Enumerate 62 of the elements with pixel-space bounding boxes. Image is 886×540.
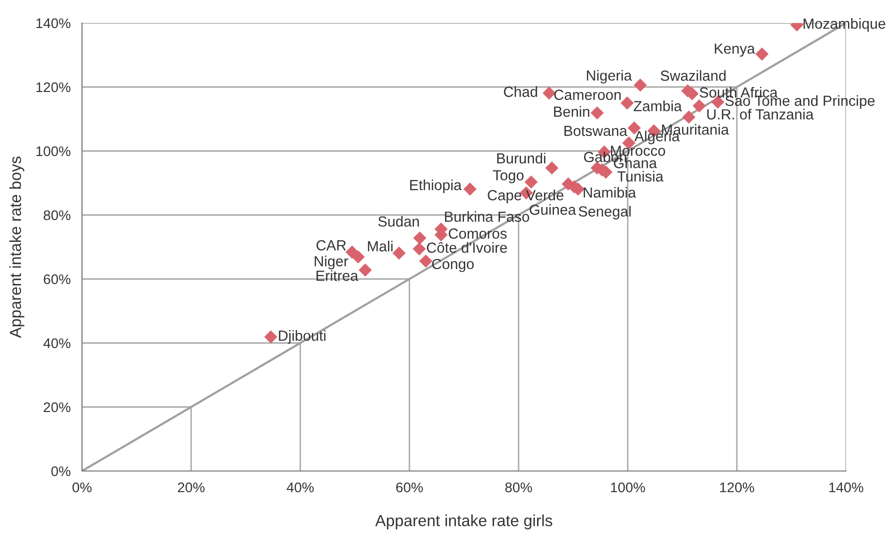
annotation: Eritrea (316, 270, 358, 281)
x-axis-title: Apparent intake rate girls (375, 514, 552, 530)
x-tick-label: 40% (286, 482, 314, 492)
y-tick-label: 60% (44, 274, 70, 284)
annotation: Burkina Faso (445, 211, 530, 222)
point (755, 47, 769, 61)
annotation: Djibouti (278, 330, 326, 344)
x-tick-label: 140% (829, 482, 864, 492)
annotation: Niger (314, 256, 348, 270)
annotation: South Africa (700, 86, 778, 98)
point (352, 250, 365, 264)
annotation: Cameroon (554, 90, 621, 100)
annotation: Congo (432, 258, 474, 272)
point (419, 254, 432, 268)
annotation: Burundi (497, 152, 546, 164)
point (692, 99, 706, 112)
point (620, 96, 634, 110)
annotation: U.R. of Tanzania (707, 108, 814, 120)
annotation: Côte d'Ivoire (426, 242, 507, 253)
annotation: Chad (504, 86, 538, 97)
point (590, 106, 604, 120)
annotation: Benin (554, 106, 590, 117)
point (392, 246, 406, 260)
point (463, 182, 477, 196)
point (634, 78, 647, 92)
annotation: Tunisia (617, 170, 664, 182)
y-tick-label: 120% (36, 82, 70, 92)
y-tick-label: 40% (43, 338, 70, 348)
point (413, 231, 426, 245)
annotation: Mozambique (804, 18, 886, 32)
point (682, 110, 696, 124)
annotation: Mali (368, 240, 393, 252)
y-tick-label: 140% (36, 18, 70, 28)
point (264, 330, 278, 344)
point (358, 263, 372, 277)
point (545, 161, 558, 175)
annotation: Kenya (714, 44, 756, 57)
point (412, 242, 426, 256)
annotation: Comoros (448, 228, 507, 239)
annotation: CAR (316, 240, 346, 250)
x-tick-label: 20% (178, 482, 205, 492)
x-tick-label: 60% (396, 482, 423, 492)
y-tick-label: 80% (44, 210, 70, 220)
x-tick-label: 80% (505, 482, 532, 492)
x-tick-label: 0% (72, 482, 92, 492)
y-tick-label: 0% (51, 466, 70, 476)
point (524, 175, 538, 189)
annotation: Senegal (578, 206, 631, 220)
annotation: Sudan (378, 216, 419, 227)
y-axis-title: Apparent intake rate boys (9, 156, 24, 338)
annotation: Zambia (634, 100, 682, 112)
annotation: Togo (492, 170, 524, 184)
annotation: Nigeria (586, 70, 632, 84)
x-tick-label: 100% (611, 482, 645, 492)
annotation: Botswana (564, 126, 628, 136)
annotation: Swaziland (660, 70, 726, 81)
annotation: Namibia (584, 186, 636, 198)
x-tick-label: 120% (720, 482, 754, 492)
y-tick-label: 100% (36, 146, 70, 156)
annotation: Guinea (530, 204, 576, 215)
annotation: Ethiopia (410, 180, 462, 194)
y-tick-label: 20% (44, 402, 70, 412)
